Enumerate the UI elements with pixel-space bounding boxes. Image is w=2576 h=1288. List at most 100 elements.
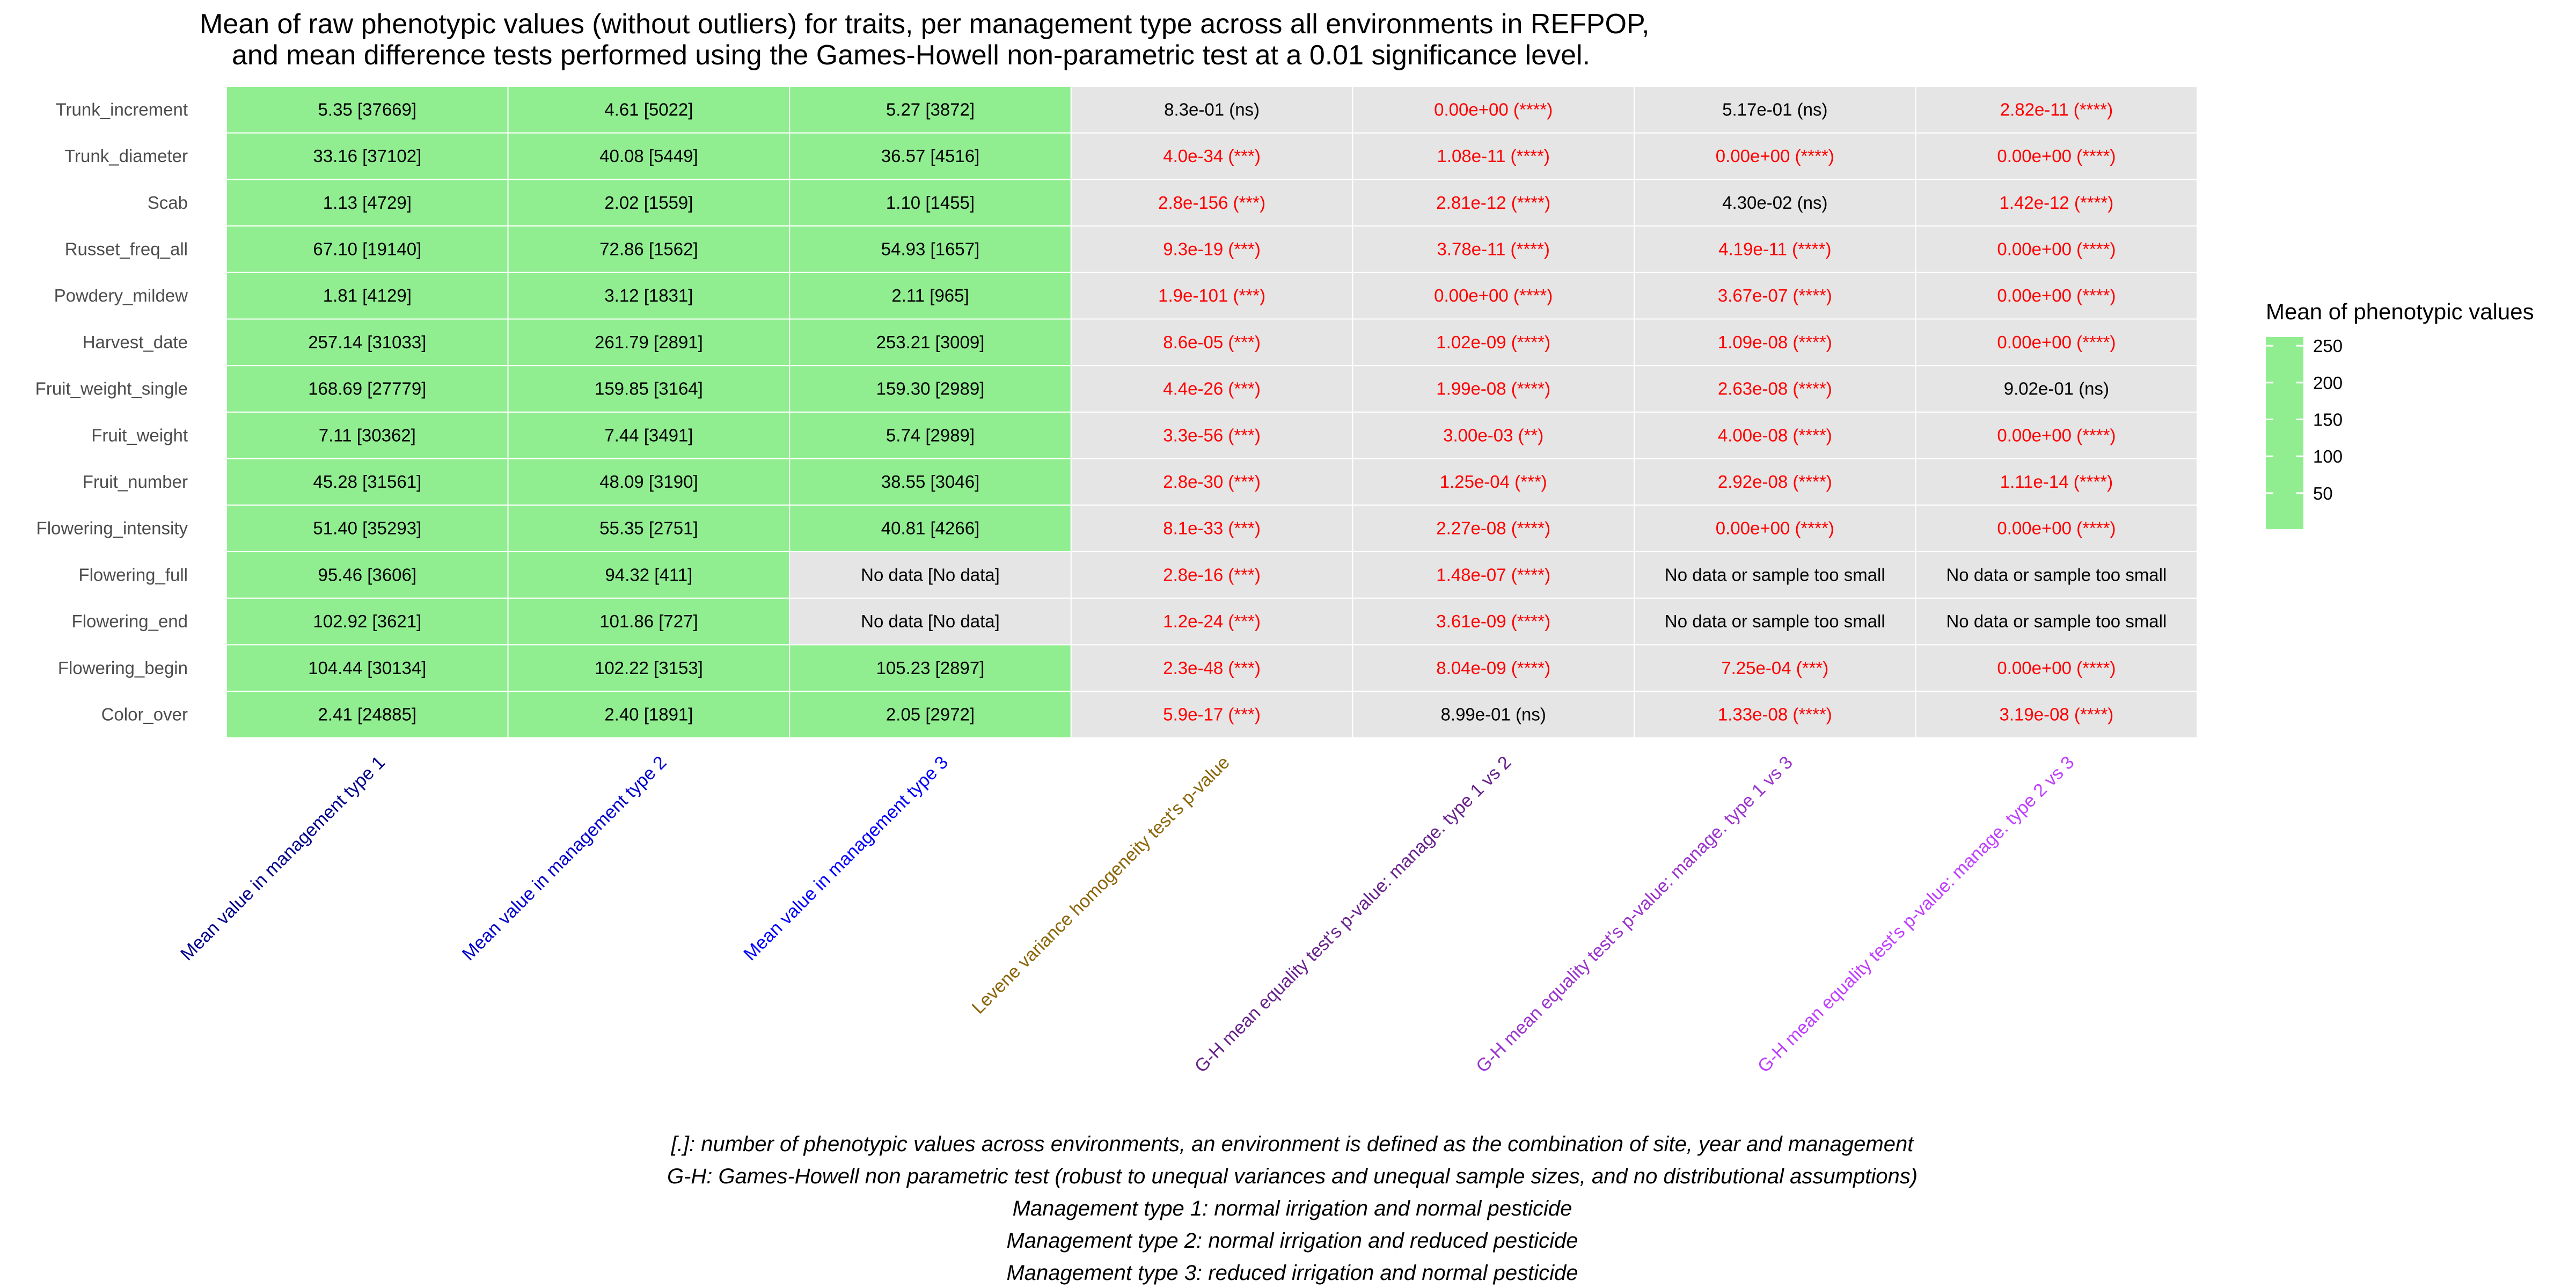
heatmap-cell (1915, 644, 2198, 692)
heatmap-cell (1352, 597, 1635, 646)
heatmap-cell (226, 597, 509, 646)
cell-label: 38.55 [3046] (881, 472, 980, 492)
cell-label: 51.40 [35293] (313, 518, 421, 538)
heatmap-cell (1634, 411, 1916, 459)
heatmap-cell (507, 318, 791, 367)
column-label: G-H mean equality test's p-value: manage… (1191, 752, 1516, 1077)
heatmap-cell (1352, 551, 1635, 599)
cell-label: 54.93 [1657] (881, 239, 980, 259)
caption-line: G-H: Games-Howell non parametric test (r… (667, 1165, 1918, 1188)
caption-line: Management type 1: normal irrigation and… (1013, 1197, 1572, 1220)
heatmap-cell (1352, 691, 1635, 738)
cell-label: 102.92 [3621] (313, 611, 421, 631)
heatmap-cell (226, 365, 509, 413)
column-labels: Mean value in management type 1 Mean valu… (177, 752, 2078, 1077)
heatmap-cell (1352, 644, 1635, 692)
heatmap-cell (226, 132, 509, 180)
heatmap-cell (789, 318, 1072, 367)
cell-label: 1.02e-09 (****) (1436, 332, 1550, 352)
cell-label: 4.00e-08 (****) (1718, 425, 1832, 445)
cell-label: 0.00e+00 (****) (1997, 425, 2116, 445)
cell-label: 33.16 [37102] (313, 146, 421, 166)
heatmap-cell (507, 179, 791, 227)
row-label: Fruit_number (83, 472, 188, 492)
heatmap-cell (226, 644, 509, 692)
cell-label: 2.82e-11 (****) (2000, 99, 2113, 119)
cell-label: 1.99e-08 (****) (1436, 379, 1550, 399)
heatmap-cell (1634, 691, 1916, 738)
cell-label: 2.8e-156 (***) (1158, 193, 1265, 213)
cell-label: 0.00e+00 (****) (1997, 146, 2116, 166)
row-label: Scab (148, 193, 188, 213)
cell-label: 8.3e-01 (ns) (1164, 99, 1260, 119)
heatmap-cell (1070, 551, 1353, 599)
heatmap-cell (226, 86, 509, 134)
row-label: Flowering_intensity (36, 518, 188, 538)
cell-label: 4.0e-34 (***) (1163, 146, 1261, 166)
heatmap-cell (1070, 644, 1353, 692)
cell-label: 48.09 [3190] (599, 472, 698, 492)
legend-tick-label: 250 (2313, 336, 2343, 356)
cell-label: 36.57 [4516] (881, 146, 980, 166)
cell-label: 0.00e+00 (****) (1997, 658, 2116, 678)
heatmap-cell (789, 86, 1072, 134)
heatmap-cell (1915, 411, 2198, 459)
heatmap-cell (507, 86, 791, 134)
legend-tick-label: 50 (2313, 484, 2333, 503)
heatmap-cell (1352, 458, 1635, 506)
heatmap-cell (789, 132, 1072, 180)
heatmap-cell (1070, 691, 1353, 738)
cell-label: 8.04e-09 (****) (1436, 658, 1550, 678)
cell-label: 2.63e-08 (****) (1718, 379, 1832, 399)
cell-label: 5.35 [37669] (318, 99, 417, 119)
cell-label: 3.67e-07 (****) (1718, 286, 1832, 305)
heatmap-cell (1915, 504, 2198, 552)
cell-label: 94.32 [411] (605, 565, 693, 584)
cell-label: 1.42e-12 (****) (2000, 193, 2114, 213)
chart-title: Mean of raw phenotypic values (without o… (200, 9, 1649, 71)
cell-label: 3.12 [1831] (604, 286, 693, 305)
heatmap-cell (789, 272, 1072, 320)
cell-label: 253.21 [3009] (876, 332, 985, 352)
heatmap-cell (1070, 86, 1353, 134)
heatmap-cell (1915, 597, 2198, 646)
cell-label: 4.4e-26 (***) (1163, 379, 1261, 399)
cell-label: 1.81 [4129] (323, 286, 412, 305)
cell-label: 3.19e-08 (****) (2000, 704, 2114, 724)
cell-label: 2.81e-12 (****) (1436, 193, 1550, 213)
column-label: Mean value in management type 3 (740, 752, 952, 965)
cell-label: 40.81 [4266] (881, 518, 980, 538)
column-label: G-H mean equality test's p-value: manage… (1472, 752, 1797, 1077)
cell-label: 2.40 [1891] (604, 704, 693, 724)
cell-label: 0.00e+00 (****) (1434, 286, 1553, 305)
chart-caption: [.]: number of phenotypic values across … (667, 1132, 1918, 1285)
heatmap-cell (1915, 691, 2198, 738)
column-label: Mean value in management type 1 (177, 752, 389, 965)
heatmap-cell (226, 225, 509, 273)
heatmap-cell (1352, 132, 1635, 180)
heatmap-cell (789, 504, 1072, 552)
cell-label: 5.17e-01 (ns) (1722, 99, 1827, 119)
row-label: Harvest_date (83, 332, 188, 352)
row-label: Powdery_mildew (54, 286, 188, 305)
cell-label: 1.08e-11 (****) (1437, 146, 1550, 166)
heatmap-cell (1634, 597, 1916, 646)
cell-label: 0.00e+00 (****) (1434, 99, 1553, 119)
cell-label: 5.9e-17 (***) (1163, 704, 1261, 724)
cell-label: 102.22 [3153] (595, 658, 703, 678)
heatmap-cell (1915, 551, 2198, 599)
heatmap-cell (1634, 179, 1916, 227)
heatmap-cell (789, 365, 1072, 413)
heatmap-cell (1070, 365, 1353, 413)
caption-line: [.]: number of phenotypic values across … (671, 1132, 1915, 1156)
heatmap-cell (789, 644, 1072, 692)
heatmap-cell (789, 551, 1072, 599)
cell-label: 4.30e-02 (ns) (1722, 193, 1827, 213)
cell-label: 0.00e+00 (****) (1716, 146, 1834, 166)
cell-label: 3.61e-09 (****) (1436, 611, 1550, 631)
row-label: Flowering_begin (58, 658, 188, 678)
cell-label: 9.02e-01 (ns) (2004, 379, 2109, 399)
cell-label: 3.00e-03 (**) (1443, 425, 1543, 445)
cell-label: 1.13 [4729] (323, 193, 412, 213)
